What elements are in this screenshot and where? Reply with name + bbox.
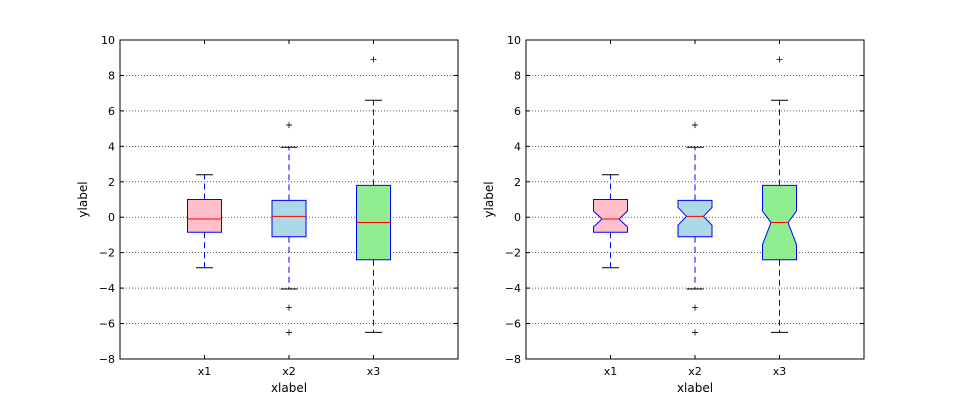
right-y-tick-label: −8 [505,353,521,366]
left-y-tick-label: −8 [99,353,115,366]
left-x-tick-label: x3 [367,365,381,378]
right-y-tick-label: 0 [514,211,521,224]
right-y-tick-label: 4 [514,140,521,153]
box-body [187,199,222,233]
left-ticks: −8 −6 −4 −2 0 2 4 6 8 10 x1 x2 x3 [99,34,458,378]
box-body [593,199,628,233]
box-body [271,199,307,238]
left-y-tick-label: 8 [108,69,115,82]
right-y-tick-label: −6 [505,318,521,331]
right-y-tick-label: −2 [505,247,521,260]
left-y-axis-label: ylabel [76,181,90,217]
left-boxplot-panel: −8 −6 −4 −2 0 2 4 6 8 10 x1 x2 x3 xlabel ylabel [76,34,459,395]
flier-point [370,56,377,63]
right-y-tick-label: 6 [514,105,521,118]
flier-point [692,329,698,336]
right-x-tick-label: x2 [688,365,702,378]
box-body [677,199,713,238]
left-box-x3 [356,56,391,333]
left-y-tick-label: 0 [108,211,115,224]
left-y-tick-label: 2 [108,176,115,189]
flier-point [286,329,292,336]
right-x-tick-label: x1 [604,365,618,378]
left-box-x1 [187,174,222,269]
flier-point [692,304,698,311]
left-y-tick-label: −4 [99,282,115,295]
flier-point [286,122,292,129]
right-ticks: −8 −6 −4 −2 0 2 4 6 8 10 x1 x2 x3 [505,34,864,378]
left-x-tick-label: x1 [198,365,212,378]
left-y-tick-label: 4 [108,140,115,153]
right-box-x3 [762,56,797,333]
left-y-tick-label: −2 [99,247,115,260]
right-y-tick-label: 2 [514,176,521,189]
flier-point [776,56,783,63]
left-box-x2 [271,122,307,336]
right-box-x1 [593,174,628,269]
right-y-tick-label: 10 [507,34,521,47]
left-y-tick-label: −6 [99,318,115,331]
right-y-axis-label: ylabel [482,181,496,217]
right-y-tick-label: −4 [505,282,521,295]
right-box-x2 [677,122,713,336]
flier-point [692,122,698,129]
right-x-axis-label: xlabel [677,381,713,395]
right-boxes [593,56,797,336]
right-x-tick-label: x3 [773,365,787,378]
left-y-tick-label: 10 [101,34,115,47]
left-x-axis-label: xlabel [271,381,307,395]
right-boxplot-panel: −8 −6 −4 −2 0 2 4 6 8 10 x1 x2 x3 xlabel ylabel [482,34,865,395]
left-y-tick-label: 6 [108,105,115,118]
flier-point [286,304,292,311]
left-x-tick-label: x2 [282,365,296,378]
right-y-tick-label: 8 [514,69,521,82]
left-boxes [187,56,391,336]
